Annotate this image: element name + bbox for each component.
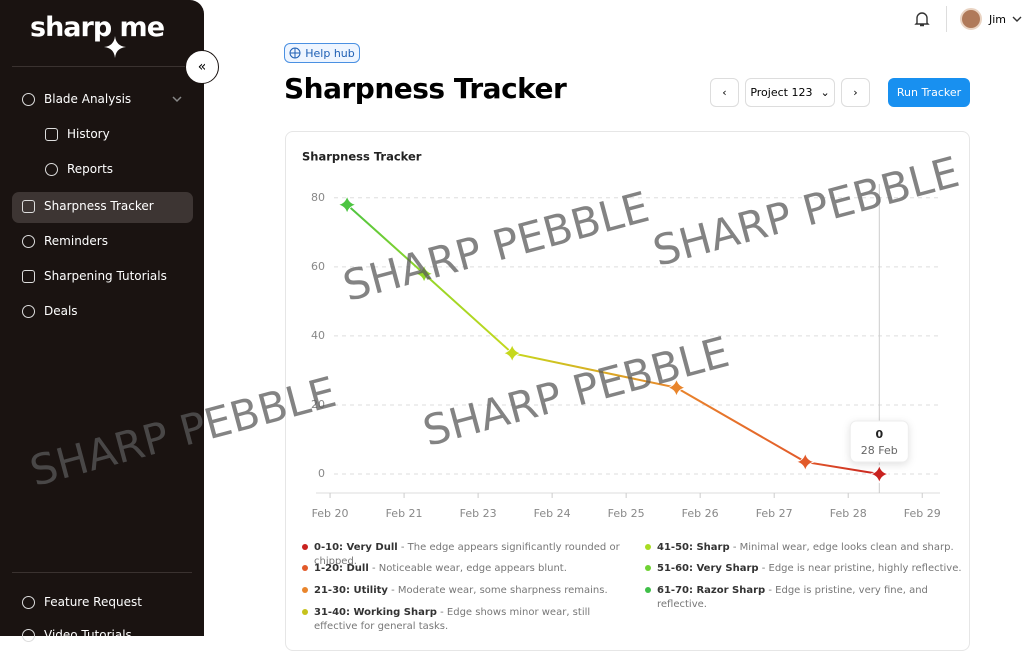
run-button[interactable]: Run Tracker	[888, 78, 970, 107]
x-tick-label: Feb 23	[460, 507, 497, 520]
point[interactable]	[667, 378, 686, 397]
legend-entry: 61-70: Razor Sharp - Edge is pristine, v…	[657, 585, 928, 596]
legend-label: 1-20: Dull	[314, 563, 369, 574]
legend-entry: 0-10: Very Dull - The edge appears signi…	[314, 542, 621, 553]
point[interactable]	[337, 195, 357, 214]
help-text[interactable]: Help hub	[305, 46, 355, 60]
legend-dot	[645, 544, 651, 550]
legend-label: 61-70: Razor Sharp	[657, 585, 765, 596]
nav-icon[interactable]	[22, 93, 35, 106]
y-tick-label: 40	[311, 329, 325, 342]
line	[346, 203, 880, 475]
nav-icon[interactable]	[22, 200, 35, 213]
active-bg	[12, 192, 193, 223]
chevron[interactable]	[172, 95, 182, 103]
legend-dot	[302, 565, 308, 571]
run-text[interactable]: Run Tracker	[896, 86, 962, 99]
y-tick-label: 20	[311, 398, 325, 411]
next-button[interactable]: ›	[841, 78, 870, 107]
nav-icon[interactable]	[45, 128, 58, 141]
y-tick-label: 80	[311, 191, 325, 204]
chart: Sharpness Tracker 0 20 40 60 80 Feb 20 Feb 21 Fe…	[302, 150, 962, 632]
nav-item[interactable]: Reminders	[44, 234, 108, 248]
prev-button[interactable]: ‹	[710, 78, 739, 107]
nav-item[interactable]: Deals	[44, 304, 78, 318]
legend-entry: 41-50: Sharp - Minimal wear, edge looks …	[657, 542, 954, 553]
legend-desc-wrap: reflective.	[657, 599, 707, 610]
nav-item[interactable]: Sharpening Tutorials	[44, 269, 167, 283]
legend-desc-wrap: chipped.	[314, 556, 357, 567]
legend-dot	[645, 565, 651, 571]
legend-desc-wrap: effective for general tasks.	[314, 621, 448, 632]
chart-title: Sharpness Tracker	[302, 150, 422, 164]
legend-label: 31-40: Working Sharp	[314, 607, 437, 618]
x-tick-label: Feb 25	[608, 507, 645, 520]
chevron[interactable]	[1012, 15, 1022, 23]
nav-icon[interactable]	[22, 596, 35, 609]
point[interactable]	[796, 452, 815, 472]
legend-entry: 31-40: Working Sharp - Edge shows minor …	[314, 607, 590, 618]
nav-icon[interactable]	[22, 235, 35, 248]
tooltip-box	[849, 420, 909, 463]
nav-icon[interactable]	[22, 270, 35, 283]
x-tick-label: Feb 29	[904, 507, 941, 520]
legend-dot	[302, 544, 308, 550]
x-tick-label: Feb 24	[534, 507, 571, 520]
x-tick-label: Feb 20	[312, 507, 349, 520]
divider	[12, 572, 192, 573]
collapse-button[interactable]: «	[185, 50, 219, 84]
sidebar: sharp me Blade Analysis History Reports Sha…	[0, 0, 204, 642]
page-title: Sharpness Tracker	[284, 72, 567, 105]
help-hub[interactable]: Help hub	[284, 43, 360, 63]
bell-icon[interactable]	[913, 10, 931, 28]
legend-desc: - Noticeable wear, edge appears blunt.	[372, 563, 567, 574]
legend-desc: - Edge is near pristine, highly reflecti…	[762, 563, 962, 574]
legend-entry: 51-60: Very Sharp - Edge is near pristin…	[657, 563, 962, 574]
tooltip-date: 28 Feb	[861, 444, 898, 457]
nav-item[interactable]: Reports	[67, 162, 114, 176]
globe-icon	[289, 47, 301, 59]
x-tick-label: Feb 21	[386, 507, 423, 520]
legend-dot	[302, 587, 308, 593]
legend-dot	[645, 587, 651, 593]
legend-label: 41-50: Sharp	[657, 542, 730, 553]
project-select[interactable]: Project 123 ⌄	[745, 78, 835, 107]
y-tick-label: 0	[318, 467, 325, 480]
tooltip-value: 0	[875, 428, 883, 441]
project-name[interactable]: Project 123	[750, 86, 813, 99]
nav-item[interactable]: Feature Request	[44, 595, 142, 609]
legend-desc: - Edge is pristine, very fine, and	[768, 585, 928, 596]
user-name[interactable]: Jim	[989, 13, 1007, 26]
legend-desc: - The edge appears significantly rounded…	[401, 542, 621, 553]
nav-item[interactable]: Sharpness Tracker	[44, 199, 154, 213]
legend-desc: - Moderate wear, some sharpness remains.	[391, 585, 608, 596]
y-tick-label: 60	[311, 260, 325, 273]
legend-label: 21-30: Utility	[314, 585, 388, 596]
divider	[946, 6, 947, 32]
point[interactable]	[414, 264, 434, 283]
nav-icon[interactable]	[45, 163, 58, 176]
legend-dot	[302, 609, 308, 615]
divider	[12, 66, 192, 67]
legend-label: 0-10: Very Dull	[314, 542, 398, 553]
logo: sharp me	[30, 12, 165, 43]
avatar[interactable]	[960, 8, 982, 30]
x-tick-label: Feb 28	[830, 507, 867, 520]
legend-desc: - Edge shows minor wear, still	[440, 607, 590, 618]
nav-icon[interactable]	[22, 305, 35, 318]
nav-item[interactable]: History	[67, 127, 110, 141]
legend-entry: 21-30: Utility - Moderate wear, some sha…	[314, 585, 608, 596]
nav-item[interactable]: Blade Analysis	[44, 92, 132, 106]
logo-star	[104, 36, 126, 58]
legend-label: 51-60: Very Sharp	[657, 563, 759, 574]
legend-desc: - Minimal wear, edge looks clean and sha…	[733, 542, 954, 553]
x-tick-label: Feb 27	[756, 507, 793, 520]
x-tick-label: Feb 26	[682, 507, 719, 520]
point[interactable]	[870, 464, 889, 484]
legend-entry: 1-20: Dull - Noticeable wear, edge appea…	[314, 563, 567, 574]
point[interactable]	[503, 344, 522, 363]
